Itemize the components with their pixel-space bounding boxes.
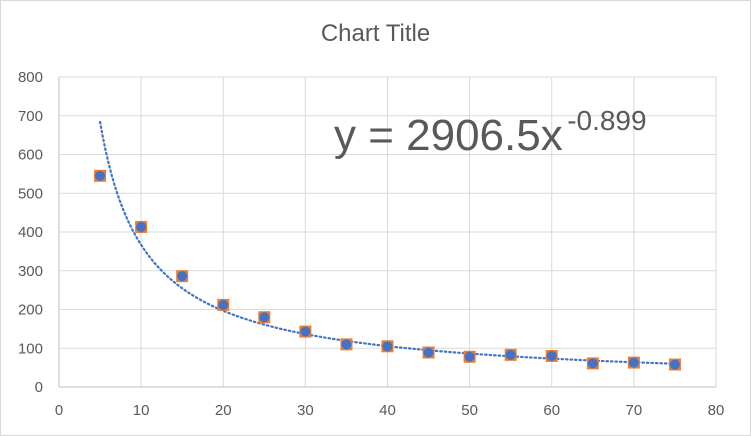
data-point: [136, 221, 147, 232]
x-tick-label: 70: [626, 402, 643, 419]
y-tick-label: 700: [18, 108, 43, 125]
y-tick-label: 600: [18, 147, 43, 164]
data-point: [587, 358, 598, 369]
data-point: [382, 341, 393, 352]
data-point: [300, 326, 311, 337]
data-point: [177, 271, 188, 282]
data-points: [94, 169, 681, 371]
trendline-equation: y = 2906.5x -0.899: [334, 105, 647, 160]
y-tick-label: 300: [18, 263, 43, 280]
data-point: [259, 312, 270, 323]
y-tick-label: 800: [18, 69, 43, 86]
y-tick-label: 400: [18, 224, 43, 241]
x-tick-label: 40: [379, 402, 396, 419]
data-point: [628, 357, 639, 368]
data-point: [505, 349, 516, 360]
x-tick-label: 10: [133, 402, 150, 419]
y-tick-label: 100: [18, 340, 43, 357]
equation-base: y = 2906.5x: [334, 111, 563, 160]
x-tick-label: 60: [543, 402, 560, 419]
axis-ticks: 0 10 20 30 40 50 60 70 8001002003004005006007008…: [18, 69, 724, 419]
data-point: [218, 299, 229, 310]
x-tick-label: 20: [215, 402, 232, 419]
chart-title: Chart Title: [320, 20, 431, 47]
data-point: [546, 351, 557, 361]
x-tick-label: 50: [461, 402, 478, 419]
x-tick-label: 30: [297, 402, 314, 419]
data-point: [464, 351, 475, 362]
x-tick-label: 80: [708, 402, 725, 419]
y-tick-label: 200: [18, 302, 43, 319]
data-point: [341, 339, 352, 350]
data-point: [669, 359, 680, 370]
equation-exponent: -0.899: [567, 105, 646, 136]
data-point: [423, 347, 434, 358]
data-point: [95, 170, 106, 181]
x-tick-label: 0: [55, 402, 63, 419]
y-tick-label: 500: [18, 185, 43, 202]
y-tick-label: 0: [35, 379, 43, 396]
